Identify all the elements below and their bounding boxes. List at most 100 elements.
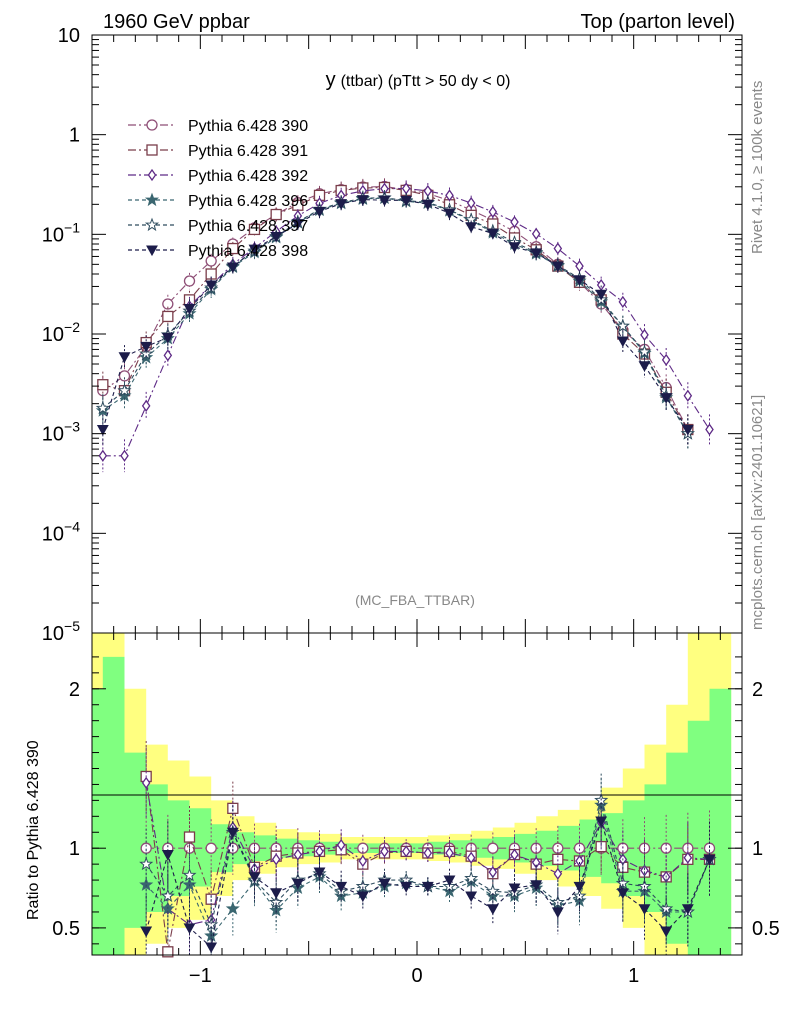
x-tick-label: −1	[189, 965, 212, 987]
ratio-point	[510, 848, 519, 861]
x-tick-label: 1	[628, 965, 639, 987]
ratio-point	[703, 854, 716, 866]
ratio-point	[162, 946, 174, 958]
data-point	[291, 219, 304, 230]
legend: Pythia 6.428 390 Pythia 6.428 391 Pythia 6…	[128, 118, 308, 260]
legend-label: Pythia 6.428 390	[188, 118, 308, 135]
ratio-x-axis: −1 0 1	[91, 633, 743, 987]
ratio-point	[595, 816, 608, 828]
ratio-point	[508, 883, 521, 895]
legend-marker	[146, 119, 158, 131]
ratio-tick-label: 2	[69, 679, 80, 701]
ratio-point	[140, 926, 153, 938]
mcplots-label: mcplots.cern.ch [arXiv:2401.10621]	[749, 395, 766, 630]
data-point	[510, 215, 519, 229]
data-point	[97, 379, 109, 391]
data-point	[248, 244, 261, 256]
data-point	[596, 278, 606, 292]
ratio-point	[378, 878, 391, 890]
ratio-point	[139, 877, 154, 891]
analysis-watermark: (MC_FBA_TTBAR)	[355, 592, 475, 608]
legend-label: Pythia 6.428 397	[188, 218, 308, 235]
data-point	[118, 352, 131, 363]
ratio-point	[356, 891, 369, 903]
header-left-title: 1960 GeV ppbar	[103, 11, 250, 33]
y-tick-label: 1	[69, 125, 80, 147]
data-point	[681, 424, 694, 436]
data-point	[661, 353, 671, 367]
ratio-point	[139, 856, 154, 871]
legend-marker	[146, 245, 158, 257]
ratio-y-axis: 0.5 0.5 1 1 2 2	[52, 656, 780, 945]
data-point	[162, 310, 174, 323]
ratio-point	[336, 838, 346, 852]
ratio-point	[293, 848, 303, 861]
data-point	[205, 280, 218, 292]
data-point	[683, 389, 693, 402]
data-point	[486, 228, 499, 240]
data-point	[638, 361, 651, 372]
data-point	[616, 336, 629, 348]
ratio-point	[400, 881, 413, 893]
ratio-series-layer	[139, 740, 717, 958]
data-point	[270, 232, 283, 243]
data-point	[508, 242, 521, 253]
legend-label: Pythia 6.428 398	[188, 243, 308, 260]
ratio-line-5	[145, 819, 711, 949]
ratio-point	[531, 856, 541, 869]
ratio-point	[183, 923, 196, 935]
ratio-point	[226, 827, 239, 839]
ratio-point	[423, 846, 433, 860]
ratio-point	[703, 842, 716, 854]
ratio-point	[141, 776, 151, 789]
data-point	[378, 195, 391, 207]
data-point	[120, 449, 129, 462]
series-line-4	[102, 197, 689, 434]
main-panel: 10 1 10−1 10−2 10−3 10−4 10−5 y (ttbar) (pTtt …	[42, 25, 743, 645]
header-right-title: Top (parton level)	[580, 11, 735, 33]
legend-marker	[144, 217, 160, 232]
ratio-point	[182, 867, 197, 882]
ratio-uncertainty-bands	[92, 633, 732, 955]
ratio-point	[464, 871, 479, 885]
series-3	[95, 190, 695, 449]
ratio-y-label: Ratio to Pythia 6.428 390	[25, 740, 42, 920]
data-point	[140, 341, 153, 353]
ratio-point	[681, 904, 694, 915]
ratio-point	[486, 904, 499, 915]
data-point	[95, 400, 110, 415]
ratio-point	[358, 854, 368, 868]
ratio-point	[466, 851, 476, 864]
ratio-point	[575, 854, 584, 868]
data-point	[551, 261, 564, 273]
data-point	[163, 349, 173, 362]
ratio-point	[445, 846, 454, 860]
data-point	[118, 370, 131, 382]
ratio-point	[248, 872, 261, 884]
data-point	[531, 227, 541, 241]
data-point	[443, 208, 456, 220]
data-point	[640, 328, 649, 342]
ratio-point	[205, 942, 218, 954]
data-point	[161, 333, 174, 344]
data-point	[421, 199, 434, 211]
legend-label: Pythia 6.428 396	[188, 193, 308, 210]
ratio-band-green	[92, 656, 732, 955]
ratio-point	[638, 904, 651, 915]
data-point	[335, 199, 348, 210]
ratio-point	[183, 831, 196, 843]
data-point	[618, 295, 628, 309]
ratio-point	[271, 853, 281, 866]
data-point	[553, 242, 563, 255]
ratio-point	[616, 888, 629, 899]
ratio-band-yellow	[92, 633, 732, 955]
data-point	[96, 424, 109, 436]
ratio-point	[530, 880, 543, 891]
data-point	[466, 196, 476, 210]
y-tick-label: 10−1	[42, 219, 80, 246]
ratio-point	[270, 888, 283, 899]
main-x-ticks	[91, 35, 743, 633]
data-point	[98, 449, 108, 462]
ratio-tick-label: 0.5	[52, 918, 80, 940]
